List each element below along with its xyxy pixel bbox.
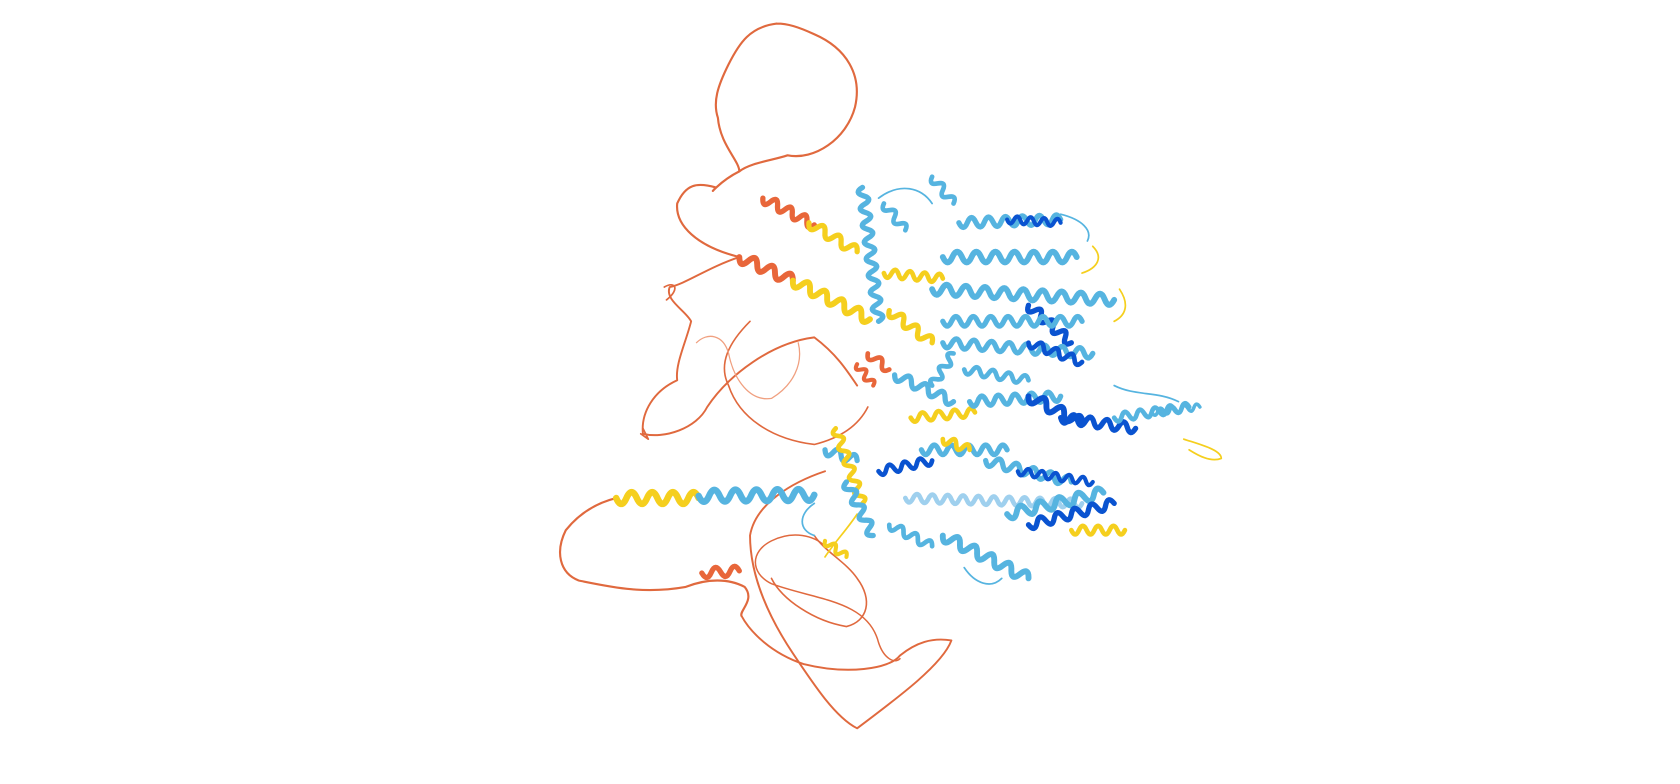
helix xyxy=(1057,412,1139,436)
helix xyxy=(865,351,892,374)
loop xyxy=(559,496,750,617)
loop xyxy=(824,245,1223,558)
helix xyxy=(939,248,1080,266)
helix xyxy=(886,307,936,346)
helix xyxy=(1004,485,1107,522)
helix xyxy=(928,174,958,206)
helix xyxy=(822,538,849,560)
loop xyxy=(801,187,1180,585)
helix xyxy=(929,281,1118,308)
helix xyxy=(891,372,957,407)
loop xyxy=(676,170,741,259)
helix xyxy=(760,195,817,231)
helix xyxy=(736,254,796,284)
helix xyxy=(902,491,1085,510)
helix xyxy=(699,563,742,581)
helix xyxy=(841,479,876,539)
helix xyxy=(940,436,972,453)
helix xyxy=(1025,302,1074,347)
helix xyxy=(806,220,860,255)
loop xyxy=(723,320,869,446)
loop xyxy=(714,22,858,173)
helix xyxy=(1025,393,1085,427)
helix xyxy=(940,313,1085,329)
helix xyxy=(928,350,956,388)
helix xyxy=(918,442,1010,458)
helix xyxy=(876,456,935,478)
helix xyxy=(695,485,818,505)
helix xyxy=(822,446,860,464)
helix xyxy=(939,532,1032,582)
disordered-loops xyxy=(559,22,1223,730)
helix xyxy=(1015,466,1095,488)
loop xyxy=(641,256,859,436)
loop xyxy=(754,534,901,662)
helix xyxy=(855,184,886,324)
loop xyxy=(740,470,953,730)
helix xyxy=(1005,214,1063,228)
helix xyxy=(940,336,1096,361)
helix xyxy=(886,522,935,549)
helix xyxy=(1025,497,1117,532)
helix xyxy=(853,362,877,388)
loop xyxy=(695,335,801,400)
helix xyxy=(881,267,946,285)
helix xyxy=(789,277,873,325)
helix xyxy=(612,489,702,508)
helix xyxy=(880,201,909,233)
loop xyxy=(639,283,676,440)
helix xyxy=(961,364,1031,385)
helix xyxy=(1026,340,1085,368)
helix xyxy=(1149,402,1202,417)
helices xyxy=(612,174,1202,582)
loop xyxy=(770,534,868,628)
helix xyxy=(908,406,978,424)
helix xyxy=(1068,523,1128,537)
